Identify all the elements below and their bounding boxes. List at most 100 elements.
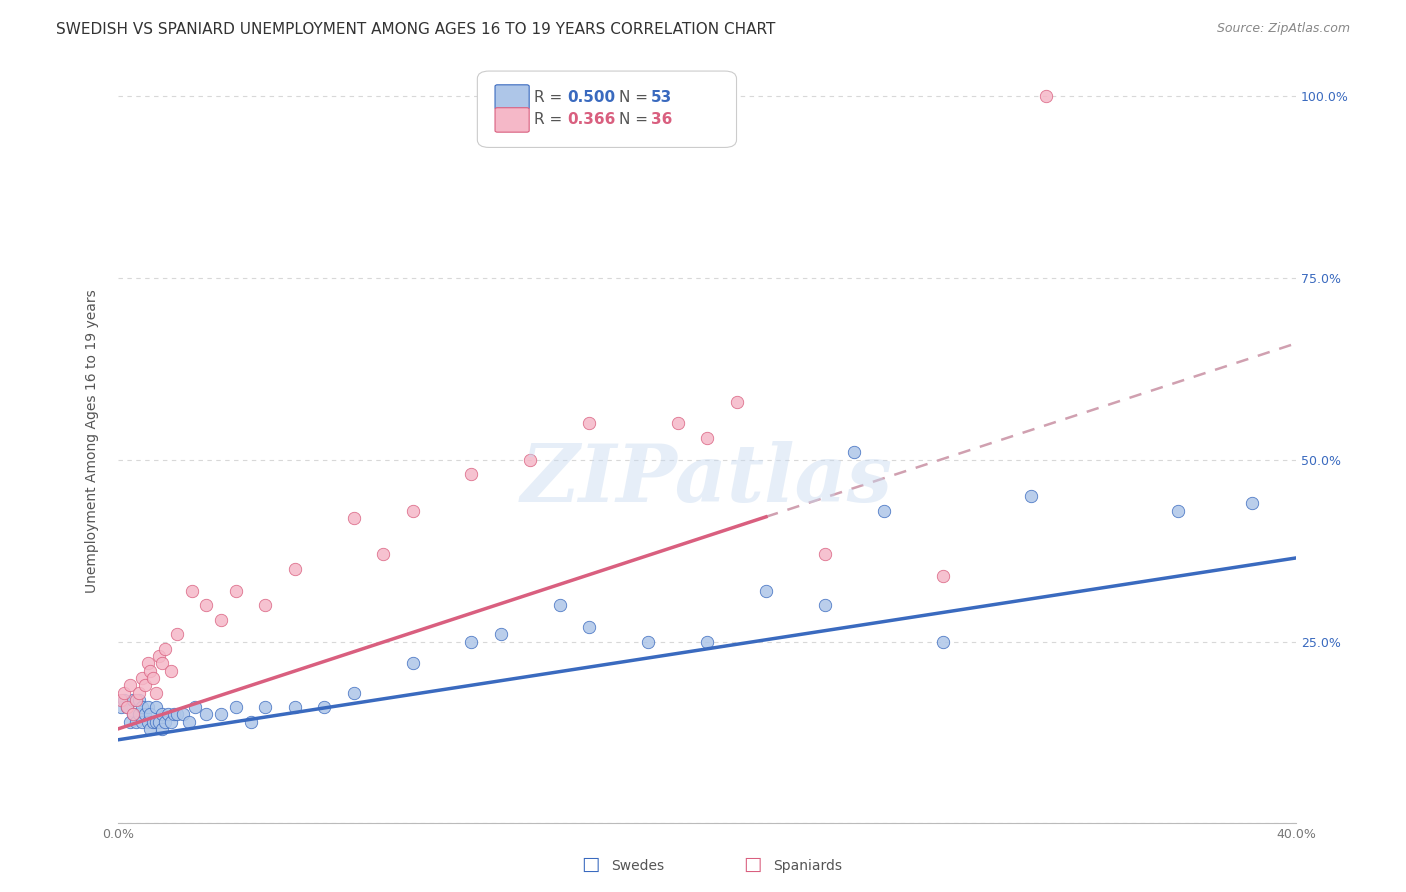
Point <box>166 627 188 641</box>
Point <box>110 700 132 714</box>
Point <box>125 714 148 729</box>
Point <box>145 700 167 714</box>
Point <box>1019 489 1042 503</box>
Point <box>118 678 141 692</box>
Point <box>121 707 143 722</box>
Point <box>284 562 307 576</box>
Y-axis label: Unemployment Among Ages 16 to 19 years: Unemployment Among Ages 16 to 19 years <box>86 290 100 593</box>
Point <box>696 634 718 648</box>
Text: 0.366: 0.366 <box>567 112 616 128</box>
Text: □: □ <box>742 855 762 873</box>
Point <box>195 598 218 612</box>
Text: N =: N = <box>619 112 652 128</box>
Point <box>873 503 896 517</box>
Point <box>195 707 218 722</box>
Point <box>118 714 141 729</box>
Point <box>148 649 170 664</box>
Point <box>166 707 188 722</box>
Point <box>142 671 165 685</box>
FancyBboxPatch shape <box>495 108 529 132</box>
Point <box>112 685 135 699</box>
Point <box>284 700 307 714</box>
Point <box>225 700 247 714</box>
Point <box>225 583 247 598</box>
Point <box>489 627 512 641</box>
Text: R =: R = <box>534 89 567 104</box>
Point <box>136 657 159 671</box>
Point <box>153 714 176 729</box>
Point <box>131 671 153 685</box>
Point <box>128 707 150 722</box>
Point <box>343 685 366 699</box>
Point <box>637 634 659 648</box>
Point <box>401 503 423 517</box>
Point <box>112 693 135 707</box>
Point <box>254 598 277 612</box>
Point <box>134 678 156 692</box>
Point <box>814 598 837 612</box>
Text: 0.500: 0.500 <box>567 89 614 104</box>
Point <box>160 714 183 729</box>
Point <box>121 693 143 707</box>
Point <box>115 700 138 714</box>
Point <box>110 693 132 707</box>
Point <box>931 634 953 648</box>
Point <box>121 707 143 722</box>
Point <box>844 445 866 459</box>
Point <box>254 700 277 714</box>
Point <box>209 613 232 627</box>
Point <box>696 431 718 445</box>
Point <box>128 693 150 707</box>
Point <box>180 583 202 598</box>
Point <box>131 700 153 714</box>
Point <box>343 511 366 525</box>
Point <box>157 707 180 722</box>
Point <box>150 722 173 736</box>
Point <box>183 700 205 714</box>
Point <box>460 634 482 648</box>
Point <box>145 714 167 729</box>
Point <box>548 598 571 612</box>
Point <box>931 569 953 583</box>
Point <box>755 583 778 598</box>
Point <box>115 700 138 714</box>
Point <box>136 714 159 729</box>
Point <box>139 707 162 722</box>
Point <box>1167 503 1189 517</box>
Point <box>125 693 148 707</box>
Point <box>177 714 200 729</box>
Text: 53: 53 <box>651 89 672 104</box>
Point <box>1240 496 1263 510</box>
Point <box>142 714 165 729</box>
Point <box>519 452 541 467</box>
Point <box>209 707 232 722</box>
FancyBboxPatch shape <box>478 71 737 147</box>
Point <box>401 657 423 671</box>
Text: 36: 36 <box>651 112 672 128</box>
Point <box>148 714 170 729</box>
Point <box>150 707 173 722</box>
Point <box>150 657 173 671</box>
Text: Spaniards: Spaniards <box>773 859 842 872</box>
Point <box>134 707 156 722</box>
Point <box>239 714 262 729</box>
Point <box>160 664 183 678</box>
Text: ZIPatlas: ZIPatlas <box>522 441 893 518</box>
Point <box>371 547 394 561</box>
Point <box>145 685 167 699</box>
Text: Source: ZipAtlas.com: Source: ZipAtlas.com <box>1216 22 1350 36</box>
Text: □: □ <box>581 855 600 873</box>
Point <box>128 685 150 699</box>
Text: SWEDISH VS SPANIARD UNEMPLOYMENT AMONG AGES 16 TO 19 YEARS CORRELATION CHART: SWEDISH VS SPANIARD UNEMPLOYMENT AMONG A… <box>56 22 776 37</box>
Text: R =: R = <box>534 112 567 128</box>
Point <box>172 707 194 722</box>
Text: Swedes: Swedes <box>612 859 665 872</box>
Point <box>136 700 159 714</box>
Point <box>139 664 162 678</box>
Point <box>814 547 837 561</box>
Point <box>578 620 600 634</box>
Point <box>725 394 748 409</box>
Point <box>578 417 600 431</box>
Point <box>314 700 336 714</box>
Point <box>139 722 162 736</box>
